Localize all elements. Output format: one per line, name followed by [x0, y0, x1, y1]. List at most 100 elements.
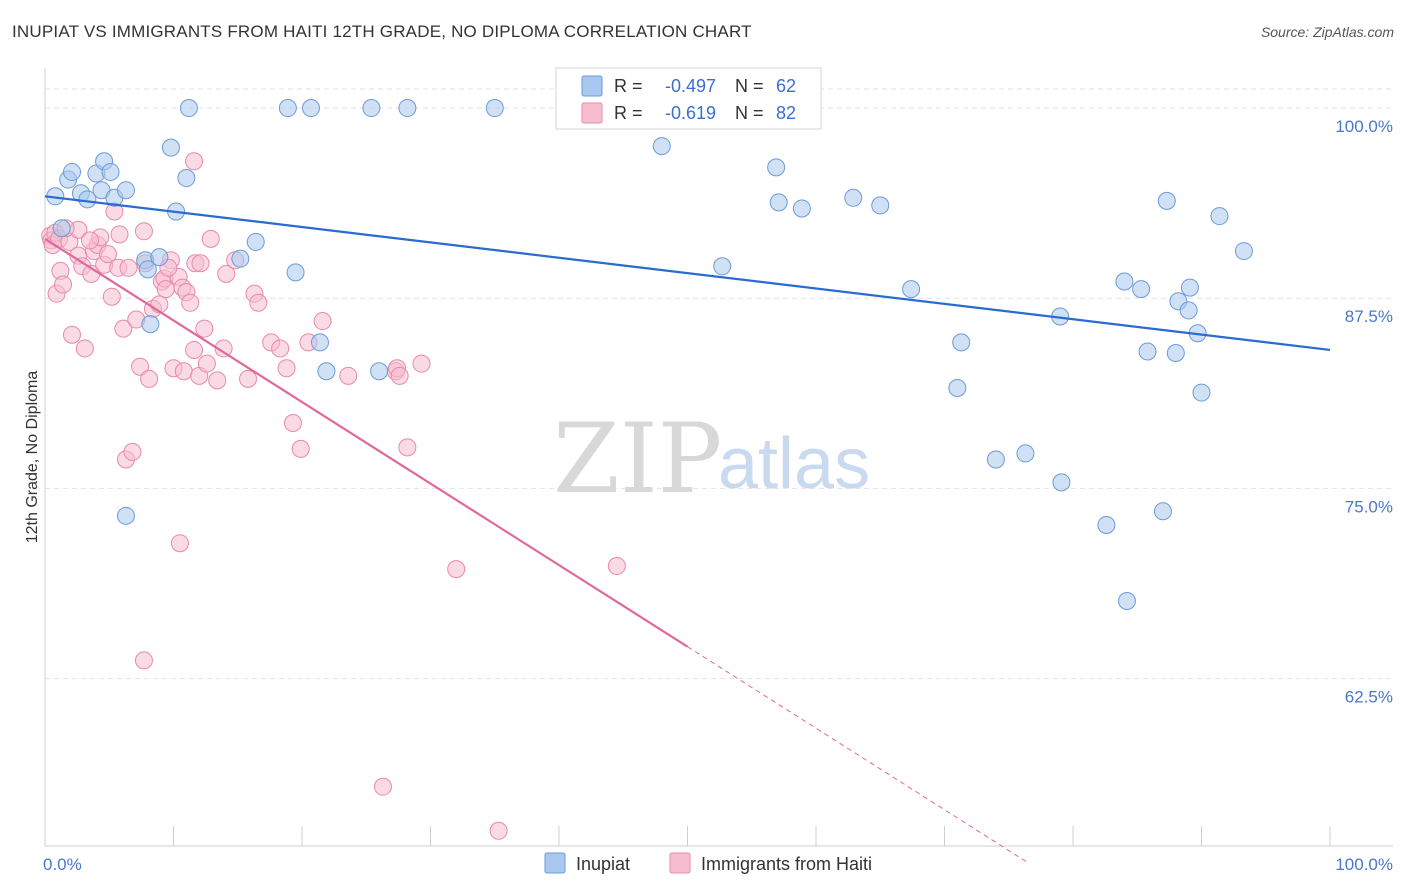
data-point-inupiat — [362, 99, 381, 118]
data-point-inupiat — [286, 263, 305, 282]
data-point-inupiat — [150, 248, 169, 267]
trend-line-haiti-extrapolated — [687, 646, 1029, 864]
data-point-haiti — [181, 293, 200, 312]
legend-n-value-inupiat: 62 — [776, 76, 796, 96]
data-point-inupiat — [138, 260, 157, 279]
data-point-haiti — [313, 312, 332, 331]
data-point-inupiat — [1166, 344, 1185, 363]
data-point-haiti — [131, 357, 150, 376]
data-point-haiti — [134, 222, 153, 241]
source-label: Source: ZipAtlas.com — [1260, 24, 1394, 40]
data-point-inupiat — [179, 99, 198, 118]
data-point-inupiat — [948, 379, 967, 398]
data-point-inupiat — [1192, 383, 1211, 402]
series-legend: Inupiat Immigrants from Haiti — [544, 852, 872, 874]
data-point-haiti — [195, 319, 214, 338]
data-point-haiti — [185, 152, 204, 171]
legend-r-label: R = — [614, 76, 643, 96]
data-point-inupiat — [317, 362, 336, 381]
x-tick-label: 0.0% — [43, 855, 82, 874]
trend-line-inupiat — [44, 195, 1331, 352]
legend-swatch-haiti — [581, 102, 603, 124]
data-point-inupiat — [141, 315, 160, 334]
data-point-haiti — [134, 651, 153, 670]
data-point-haiti — [373, 777, 392, 796]
stats-legend: R = -0.497 N = 62 R = -0.619 N = 82 — [555, 67, 822, 130]
y-axis-title: 12th Grade, No Diploma — [24, 371, 41, 544]
data-point-haiti — [185, 340, 204, 359]
data-point-inupiat — [177, 169, 196, 188]
data-point-inupiat — [902, 280, 921, 299]
trend-line-haiti — [44, 237, 689, 648]
data-point-inupiat — [101, 162, 120, 181]
data-point-inupiat — [161, 138, 180, 157]
data-point-inupiat — [767, 158, 786, 177]
x-tick-label: 100.0% — [1335, 855, 1393, 874]
data-point-inupiat — [398, 99, 417, 118]
data-point-inupiat — [1132, 280, 1151, 299]
watermark-zip: ZIP — [553, 403, 722, 515]
data-point-haiti — [217, 264, 236, 283]
data-point-haiti — [390, 366, 409, 385]
data-point-inupiat — [792, 199, 811, 218]
data-point-haiti — [123, 442, 142, 461]
data-point-haiti — [489, 821, 508, 840]
legend-n-label: N = — [735, 76, 764, 96]
data-point-inupiat — [1016, 444, 1035, 463]
y-tick-label: 87.5% — [1345, 307, 1393, 326]
data-point-inupiat — [713, 257, 732, 276]
data-point-inupiat — [116, 181, 135, 200]
data-point-haiti — [239, 369, 258, 388]
data-point-haiti — [62, 325, 81, 344]
data-point-haiti — [284, 414, 303, 433]
data-point-haiti — [398, 438, 417, 457]
data-point-haiti — [197, 354, 216, 373]
data-point-haiti — [140, 369, 159, 388]
data-point-haiti — [191, 254, 210, 273]
data-point-haiti — [339, 366, 358, 385]
data-point-inupiat — [370, 362, 389, 381]
y-tick-labels: 100.0% 87.5% 75.0% 62.5% — [1335, 117, 1393, 707]
watermark: ZIP atlas — [553, 403, 870, 515]
chart-title: INUPIAT VS IMMIGRANTS FROM HAITI 12TH GR… — [12, 22, 752, 41]
data-point-haiti — [80, 231, 99, 250]
data-point-haiti — [110, 225, 129, 244]
data-point-inupiat — [485, 99, 504, 118]
data-point-inupiat — [844, 188, 863, 207]
data-point-inupiat — [231, 249, 250, 268]
data-point-inupiat — [1157, 191, 1176, 210]
data-point-inupiat — [1117, 592, 1136, 611]
data-point-inupiat — [1138, 342, 1157, 361]
data-point-inupiat — [246, 232, 265, 251]
data-point-inupiat — [1153, 502, 1172, 521]
legend-label-haiti: Immigrants from Haiti — [701, 854, 872, 874]
data-point-haiti — [277, 359, 296, 378]
y-tick-label: 100.0% — [1335, 117, 1393, 136]
legend-n-label: N = — [735, 103, 764, 123]
data-point-haiti — [98, 245, 117, 264]
data-point-inupiat — [301, 99, 320, 118]
y-tick-label: 75.0% — [1345, 497, 1393, 516]
data-point-inupiat — [278, 99, 297, 118]
data-point-inupiat — [1052, 473, 1071, 492]
data-point-haiti — [291, 439, 310, 458]
data-point-haiti — [156, 280, 175, 299]
axes — [44, 68, 1393, 847]
series-haiti-points — [41, 152, 626, 840]
data-point-haiti — [412, 354, 431, 373]
data-point-inupiat — [1234, 242, 1253, 261]
legend-n-value-haiti: 82 — [776, 103, 796, 123]
data-point-haiti — [208, 371, 227, 390]
data-point-haiti — [119, 258, 138, 277]
data-point-haiti — [174, 362, 193, 381]
trend-lines — [44, 195, 1331, 864]
series-inupiat-points — [46, 99, 1253, 611]
data-point-inupiat — [986, 450, 1005, 469]
data-point-inupiat — [62, 162, 81, 181]
data-point-inupiat — [1179, 301, 1198, 320]
data-point-inupiat — [52, 219, 71, 238]
data-point-inupiat — [310, 333, 329, 352]
legend-r-value-inupiat: -0.497 — [665, 76, 716, 96]
data-point-haiti — [447, 560, 466, 579]
data-point-inupiat — [116, 506, 135, 525]
